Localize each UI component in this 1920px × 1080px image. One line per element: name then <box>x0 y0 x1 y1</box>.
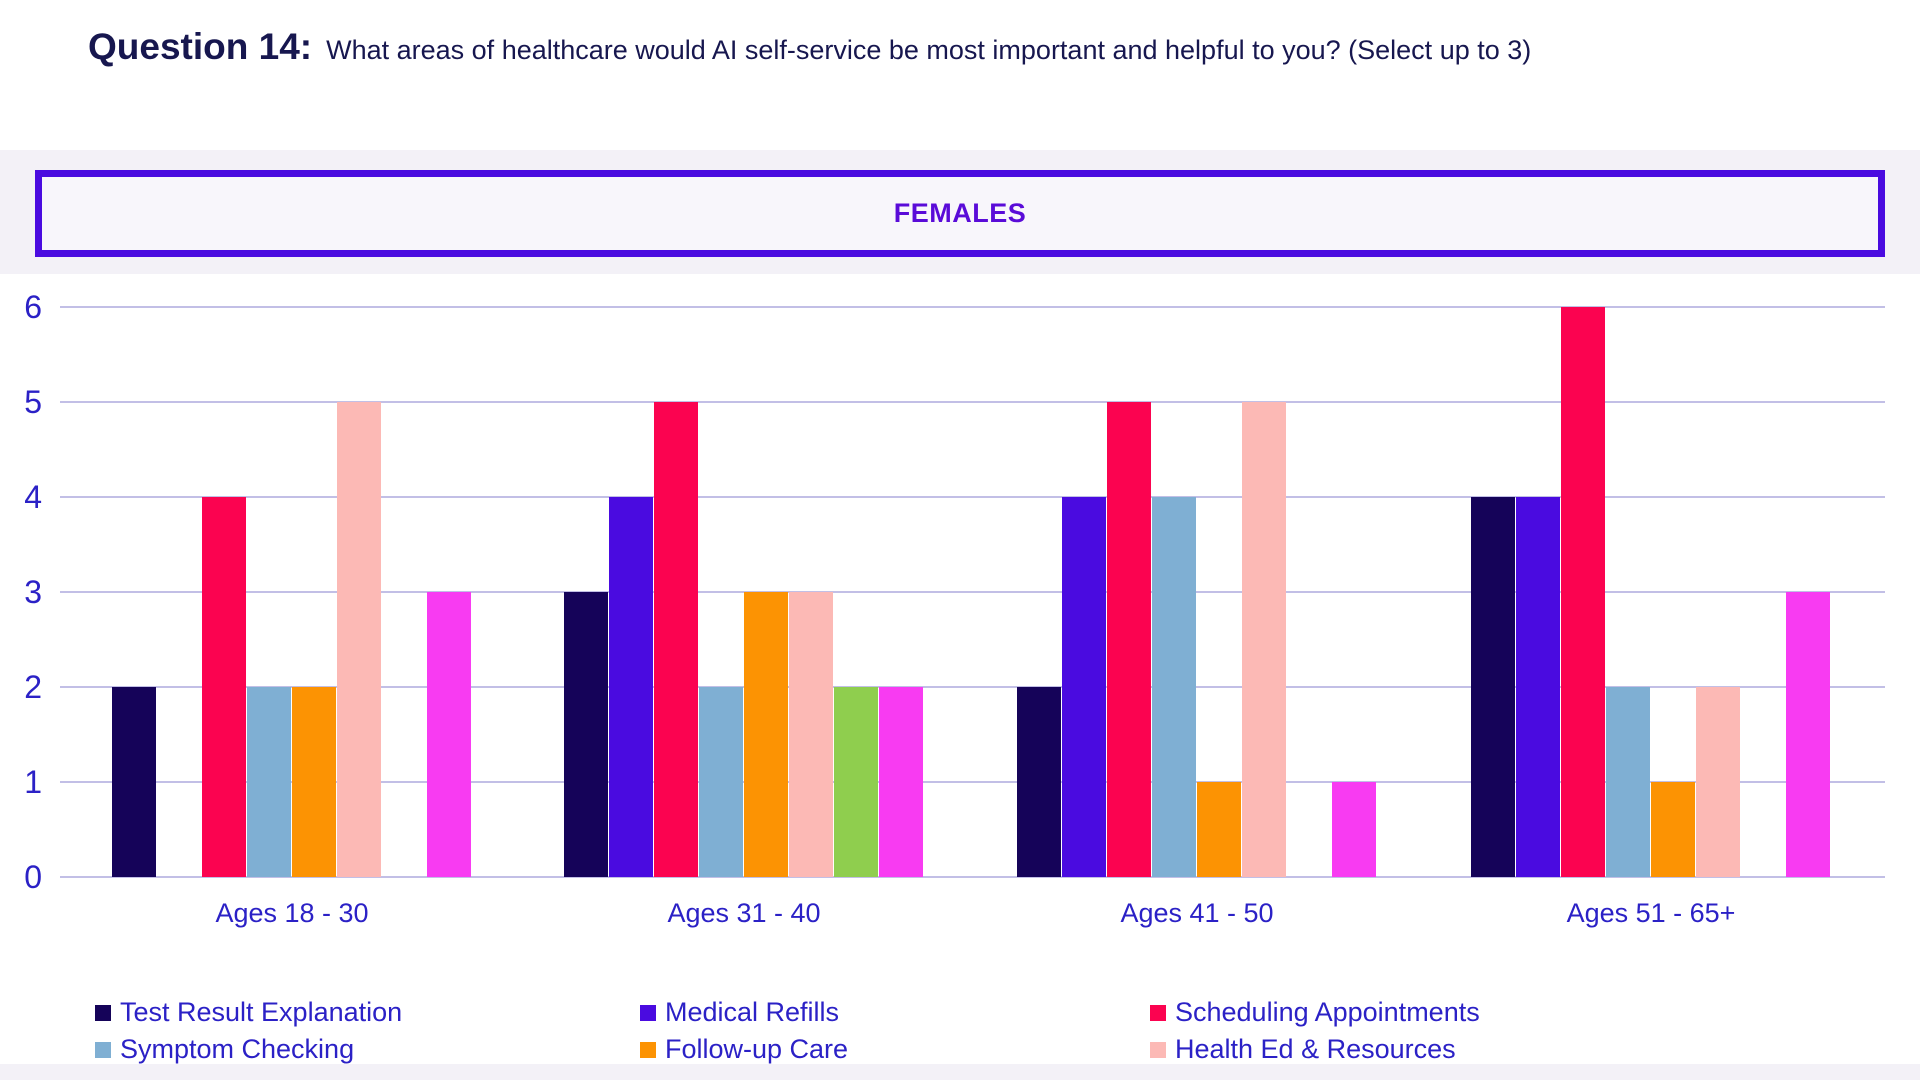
legend-label: Follow-up Care <box>665 1034 849 1064</box>
bar <box>247 687 291 877</box>
bar <box>609 497 653 877</box>
bar <box>1107 402 1151 877</box>
bar <box>427 592 471 877</box>
bar <box>834 687 878 877</box>
legend-item: Follow-up Care <box>640 1034 848 1065</box>
x-axis-category-label: Ages 31 - 40 <box>667 898 821 928</box>
legend-item: Health Ed & Resources <box>1150 1034 1456 1065</box>
x-axis-category-label: Ages 51 - 65+ <box>1566 898 1736 928</box>
legend-swatch <box>1150 1041 1166 1058</box>
gridline <box>60 781 1885 783</box>
bar <box>744 592 788 877</box>
gridline <box>60 876 1885 878</box>
gridline <box>60 306 1885 308</box>
legend-item: Medical Refills <box>640 997 839 1028</box>
bar <box>1017 687 1061 877</box>
legend-swatch <box>640 1004 656 1021</box>
gridline <box>60 591 1885 593</box>
bar <box>879 687 923 877</box>
bar <box>1786 592 1830 877</box>
bar <box>1197 782 1241 877</box>
legend-label: Symptom Checking <box>120 1034 355 1064</box>
females-banner: FEMALES <box>35 170 1885 257</box>
y-axis-tick-label: 6 <box>24 289 42 325</box>
bar <box>654 402 698 877</box>
legend-item: Scheduling Appointments <box>1150 997 1480 1028</box>
bar <box>1606 687 1650 877</box>
legend-swatch <box>1150 1004 1166 1021</box>
bar <box>1332 782 1376 877</box>
x-axis-category-label: Ages 18 - 30 <box>215 898 369 928</box>
legend-label: Test Result Explanation <box>120 997 403 1027</box>
y-axis-tick-label: 5 <box>24 384 42 420</box>
bar <box>1696 687 1740 877</box>
bar <box>202 497 246 877</box>
gridline <box>60 496 1885 498</box>
bottom-strip <box>0 1064 1920 1080</box>
question-text: What areas of healthcare would AI self-s… <box>326 35 1532 65</box>
legend-label: Scheduling Appointments <box>1175 997 1480 1027</box>
bar <box>1516 497 1560 877</box>
bar <box>292 687 336 877</box>
legend-item: Symptom Checking <box>95 1034 354 1065</box>
x-axis-category-label: Ages 41 - 50 <box>1120 898 1274 928</box>
page-title: Question 14: What areas of healthcare wo… <box>88 26 1531 68</box>
legend-swatch <box>640 1041 656 1058</box>
bar <box>1152 497 1196 877</box>
y-axis-tick-label: 1 <box>24 764 42 800</box>
gridline <box>60 686 1885 688</box>
bar <box>1062 497 1106 877</box>
banner-label: FEMALES <box>893 198 1027 228</box>
legend-label: Health Ed & Resources <box>1175 1034 1456 1064</box>
bar <box>112 687 156 877</box>
bar <box>789 592 833 877</box>
legend-item: Test Result Explanation <box>95 997 402 1028</box>
question-number: Question 14: <box>88 26 313 67</box>
y-axis-tick-label: 0 <box>24 859 42 895</box>
bar <box>1561 307 1605 877</box>
y-axis-tick-label: 4 <box>24 479 42 515</box>
bar <box>564 592 608 877</box>
legend-swatch <box>95 1004 111 1021</box>
bar <box>337 402 381 877</box>
bar <box>1471 497 1515 877</box>
gridline <box>60 401 1885 403</box>
bar <box>1242 402 1286 877</box>
y-axis-tick-label: 2 <box>24 669 42 705</box>
y-axis-tick-label: 3 <box>24 574 42 610</box>
legend-swatch <box>95 1041 111 1058</box>
bar <box>1651 782 1695 877</box>
legend-label: Medical Refills <box>665 997 840 1027</box>
bar <box>699 687 743 877</box>
